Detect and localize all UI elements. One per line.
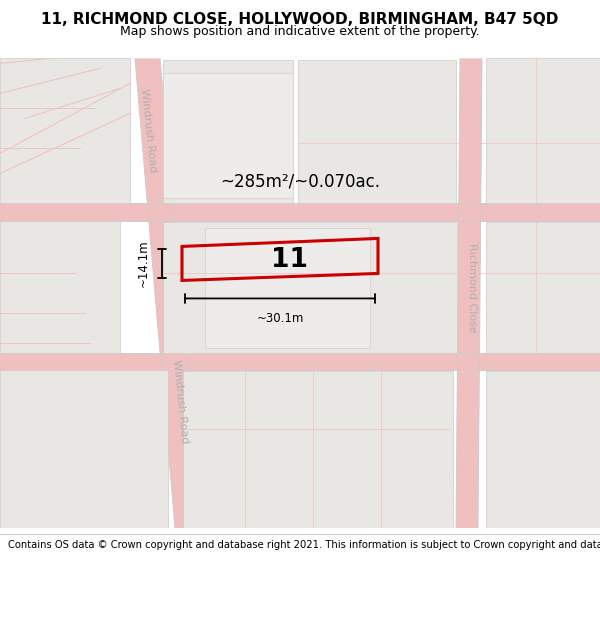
- Bar: [486, 58, 600, 204]
- Text: 11, RICHMOND CLOSE, HOLLYWOOD, BIRMINGHAM, B47 5QD: 11, RICHMOND CLOSE, HOLLYWOOD, BIRMINGHA…: [41, 12, 559, 27]
- Bar: [163, 222, 457, 354]
- Bar: [163, 73, 293, 199]
- Bar: [205, 228, 370, 349]
- Bar: [486, 371, 600, 528]
- Text: Contains OS data © Crown copyright and database right 2021. This information is : Contains OS data © Crown copyright and d…: [8, 540, 600, 550]
- Text: 11: 11: [271, 247, 308, 272]
- Polygon shape: [135, 58, 202, 528]
- Bar: [0, 204, 600, 221]
- Text: ~285m²/~0.070ac.: ~285m²/~0.070ac.: [220, 173, 380, 191]
- Bar: [0, 221, 120, 354]
- Bar: [298, 61, 456, 204]
- Text: Windrush Road: Windrush Road: [170, 359, 190, 444]
- Bar: [486, 222, 600, 354]
- Polygon shape: [456, 58, 482, 528]
- Bar: [183, 371, 453, 528]
- Bar: [0, 58, 130, 204]
- Bar: [163, 61, 293, 204]
- Text: ~14.1m: ~14.1m: [137, 239, 150, 288]
- Text: ~30.1m: ~30.1m: [256, 312, 304, 326]
- Bar: [0, 354, 600, 371]
- Text: Map shows position and indicative extent of the property.: Map shows position and indicative extent…: [120, 25, 480, 38]
- Text: Windrush Road: Windrush Road: [139, 89, 157, 173]
- Bar: [0, 371, 168, 528]
- Text: Richmond Close: Richmond Close: [467, 242, 477, 332]
